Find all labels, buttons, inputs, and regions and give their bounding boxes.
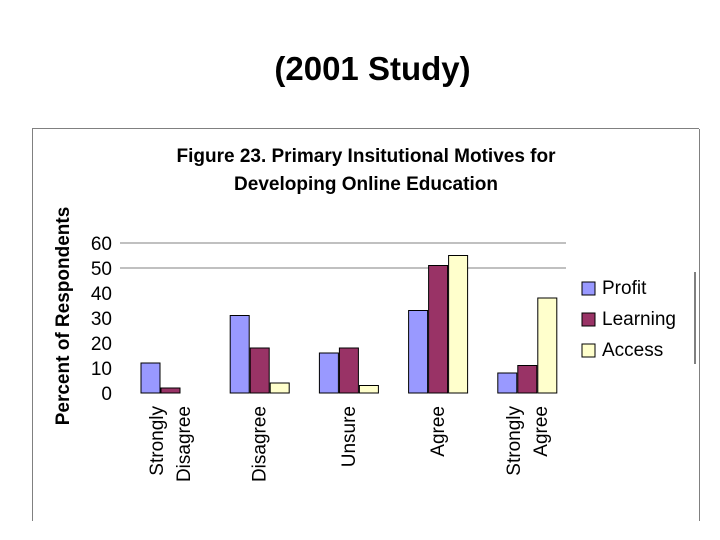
bar-access [537, 297, 558, 394]
legend-label: Learning [602, 309, 676, 330]
bar-profit [229, 315, 250, 394]
chart-title-line: Developing Online Education [234, 174, 498, 195]
bar-learning [428, 265, 449, 394]
legend-label: Access [602, 340, 663, 361]
bar-access [448, 255, 469, 394]
bar-learning [249, 347, 270, 394]
bar-profit [318, 352, 339, 394]
y-tick-label: 20 [91, 334, 112, 355]
bar-profit [408, 310, 429, 394]
bar-learning [338, 347, 359, 394]
x-tick-label: Agree [428, 406, 449, 457]
y-tick-label: 50 [91, 259, 112, 280]
legend-swatch [581, 281, 596, 296]
y-axis-label: Percent of Respondents [53, 207, 74, 426]
x-tick-label: Disagree [250, 406, 271, 482]
x-tick-label: Strongly [147, 406, 168, 476]
x-tick-label: Strongly [504, 406, 525, 476]
legend-swatch [581, 343, 596, 358]
y-tick-label: 40 [91, 284, 112, 305]
bar-access [358, 385, 379, 394]
bar-access [269, 382, 290, 394]
bar-learning [160, 387, 181, 394]
y-tick-label: 60 [91, 234, 112, 255]
bar-profit [140, 362, 161, 394]
legend-label: Profit [602, 278, 647, 299]
slide-title: (2001 Study) [274, 50, 471, 87]
legend-swatch [581, 312, 596, 327]
y-tick-label: 10 [91, 359, 112, 380]
bar-profit [497, 372, 518, 394]
x-tick-label: Agree [531, 406, 552, 457]
y-tick-label: 0 [101, 384, 112, 405]
chart-frame [32, 128, 700, 521]
x-tick-label: Disagree [174, 406, 195, 482]
x-tick-label: Unsure [339, 406, 360, 467]
y-tick-label: 30 [91, 309, 112, 330]
chart-title-line: Figure 23. Primary Insitutional Motives … [176, 146, 556, 167]
bar-learning [517, 365, 538, 394]
